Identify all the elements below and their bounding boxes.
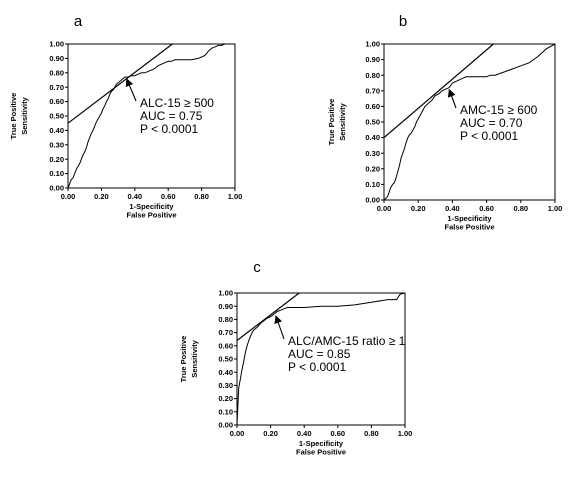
x-tick-label: 0.20 — [94, 192, 109, 201]
roc-curve — [384, 44, 555, 200]
y-tick-label: 0.60 — [49, 97, 64, 106]
annotation-line: AMC-15 ≥ 600 — [460, 103, 538, 117]
x-axis-label: 1-Specificity — [447, 214, 492, 223]
x-tick-label: 0.20 — [411, 204, 426, 213]
roc-curve — [68, 44, 235, 188]
y-tick-label: 0.90 — [365, 55, 380, 64]
y-tick-label: 0.60 — [218, 341, 233, 350]
y-tick-label: 0.20 — [49, 155, 64, 164]
roc-panel-c: 0.00 0.10 0.20 0.30 0.40 0.50 0.60 0.70 0.80 0.90… — [179, 259, 412, 457]
x-axis-label: False Positive — [296, 448, 346, 457]
y-tick-label: 0.30 — [49, 140, 64, 149]
x-tick-label: 0.00 — [230, 429, 245, 438]
panel-letter: a — [74, 13, 83, 30]
y-tick-label: 0.50 — [49, 112, 64, 121]
y-axis-label: True Positive — [327, 99, 336, 146]
x-tick-label: 0.40 — [445, 204, 460, 213]
annotation-line: P < 0.0001 — [460, 129, 518, 143]
annotation-line: AUC = 0.70 — [460, 116, 523, 130]
y-tick-label: 0.90 — [218, 302, 233, 311]
y-tick-label: 0.80 — [49, 68, 64, 77]
y-tick-label: 0.30 — [365, 149, 380, 158]
y-tick-label: 0.10 — [218, 407, 233, 416]
y-tick-label: 0.70 — [49, 83, 64, 92]
roc-panel-b: 0.00 0.10 0.20 0.30 0.40 0.50 0.60 0.70 0.80 0.90… — [327, 13, 562, 232]
y-tick-label: 0.80 — [218, 315, 233, 324]
y-axis-label: Sensitivity — [20, 96, 29, 134]
cutoff-arrow — [125, 78, 137, 102]
x-tick-label: 0.80 — [364, 429, 379, 438]
annotation-line: ALC/AMC-15 ratio ≥ 1 — [288, 334, 406, 348]
y-tick-label: 0.40 — [49, 126, 64, 135]
x-tick-label: 0.40 — [297, 429, 312, 438]
tangent-line — [384, 44, 494, 139]
x-tick-label: 0.60 — [330, 429, 345, 438]
tangent-line — [68, 44, 173, 124]
y-tick-label: 1.00 — [365, 40, 380, 49]
y-tick-label: 0.30 — [218, 381, 233, 390]
annotation-line: AUC = 0.75 — [140, 109, 203, 123]
annotation-line: ALC-15 ≥ 500 — [140, 96, 214, 110]
x-axis-label: 1-Specificity — [299, 439, 344, 448]
panel-letter: b — [399, 13, 407, 30]
y-axis-label: True Positive — [9, 93, 18, 140]
y-tick-label: 1.00 — [218, 289, 233, 298]
cutoff-arrow — [274, 315, 285, 340]
cutoff-arrow — [447, 88, 457, 109]
y-tick-label: 0.50 — [365, 118, 380, 127]
y-axis-label: Sensitivity — [190, 339, 199, 377]
y-tick-label: 0.20 — [218, 394, 233, 403]
x-tick-label: 0.80 — [194, 192, 209, 201]
x-axis-label: False Positive — [444, 223, 494, 232]
y-tick-label: 0.20 — [365, 164, 380, 173]
roc-panel-a: 0.00 0.10 0.20 0.30 0.40 0.50 0.60 0.70 0.80 0.90… — [9, 13, 242, 220]
x-tick-label: 0.00 — [377, 204, 392, 213]
x-tick-label: 0.80 — [513, 204, 528, 213]
x-tick-label: 0.60 — [479, 204, 494, 213]
y-tick-label: 0.60 — [365, 102, 380, 111]
annotation-line: AUC = 0.85 — [288, 347, 351, 361]
panel-letter: c — [253, 259, 261, 276]
y-tick-label: 0.40 — [365, 133, 380, 142]
y-tick-label: 0.70 — [218, 328, 233, 337]
roc-curve — [237, 293, 405, 425]
x-tick-label: 0.20 — [263, 429, 278, 438]
annotation-line: P < 0.0001 — [140, 122, 198, 136]
x-tick-label: 1.00 — [548, 204, 563, 213]
y-tick-label: 0.70 — [365, 86, 380, 95]
y-tick-label: 0.80 — [365, 71, 380, 80]
y-tick-label: 0.50 — [218, 355, 233, 364]
x-tick-label: 1.00 — [398, 429, 413, 438]
y-tick-label: 0.10 — [365, 180, 380, 189]
y-tick-label: 1.00 — [49, 40, 64, 49]
y-tick-label: 0.00 — [218, 421, 233, 430]
y-tick-label: 0.00 — [365, 196, 380, 205]
y-tick-label: 0.10 — [49, 169, 64, 178]
y-tick-label: 0.90 — [49, 54, 64, 63]
x-axis-label: 1-Specificity — [129, 202, 174, 211]
y-tick-label: 0.40 — [218, 368, 233, 377]
y-tick-label: 0.00 — [49, 184, 64, 193]
x-tick-label: 0.60 — [161, 192, 176, 201]
y-axis-label: True Positive — [179, 336, 188, 383]
x-tick-label: 1.00 — [228, 192, 243, 201]
x-tick-label: 0.00 — [61, 192, 76, 201]
annotation-line: P < 0.0001 — [288, 360, 346, 374]
tangent-line — [237, 293, 300, 341]
y-axis-label: Sensitivity — [338, 102, 347, 140]
x-axis-label: False Positive — [126, 211, 176, 220]
x-tick-label: 0.40 — [127, 192, 142, 201]
